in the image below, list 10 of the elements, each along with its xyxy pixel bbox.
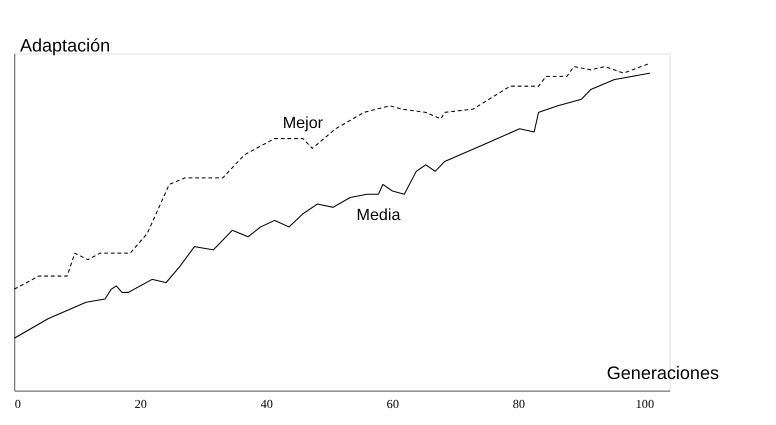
x-tick-label: 0 <box>14 397 21 412</box>
x-tick-label: 60 <box>386 397 399 412</box>
x-tick-label: 20 <box>134 397 147 412</box>
x-tick-label: 80 <box>512 397 526 412</box>
series-label: Media <box>356 206 400 224</box>
x-tick-label: 40 <box>260 397 273 412</box>
series-label: Mejor <box>282 114 324 132</box>
x-tick-label: 100 <box>636 397 654 412</box>
x-axis-title: Generaciones <box>606 363 720 384</box>
y-axis-title: Adaptación <box>20 36 110 56</box>
